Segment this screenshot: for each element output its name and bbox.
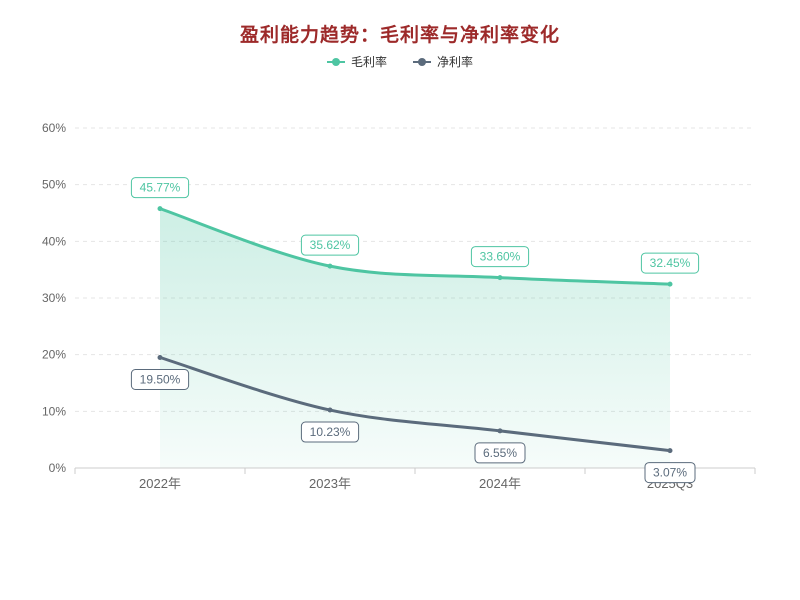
y-axis-label: 60% [42,121,66,135]
y-axis-label: 20% [42,348,66,362]
net-margin-data-point [157,355,163,360]
net-margin-data-point [667,448,673,454]
net-margin-data-label-text: 6.55% [483,446,517,460]
gross-margin-data-point [157,206,163,212]
gross-margin-data-label-box [130,177,190,199]
net-margin-data-point [327,407,333,413]
net-margin-data-label-text: 19.50% [140,373,181,387]
legend-item-net-margin[interactable]: 净利率 [413,53,473,70]
legend-label-gross-margin: 毛利率 [350,55,387,69]
gross-margin-data-label-box [470,246,530,268]
gross-margin-legend-marker-icon [326,57,345,66]
y-axis-label: 40% [42,234,66,248]
gross-margin-data-label-box [640,252,700,274]
y-axis-label: 0% [49,461,67,475]
gross-margin-data-label-text: 32.45% [650,256,691,270]
net-margin-line [158,356,672,453]
x-axis-label: 2024年 [479,476,521,491]
net-margin-data-point [497,428,503,434]
gross-margin-data-point [327,263,333,269]
gross-margin-data-point [497,275,503,281]
y-axis-label: 10% [42,404,66,418]
gross-margin-data-point [667,281,673,287]
legend-item-gross-margin[interactable]: 毛利率 [326,53,387,70]
gross-margin-data-label-box [300,234,360,256]
y-axis-label: 50% [42,178,66,192]
gross-margin-data-label-text: 45.77% [140,181,181,195]
x-axis-label: 2022年 [139,476,181,491]
legend: 毛利率 净利率 [0,53,800,70]
net-margin-data-label-text: 10.23% [310,425,351,439]
gross-margin-data-label-text: 35.62% [310,238,351,252]
gross-margin-area [160,208,670,469]
gross-margin-line [158,207,672,286]
gross-margin-legend-dot-icon [331,57,340,66]
legend-label-net-margin: 净利率 [437,55,474,69]
net-margin-data-label-text: 3.07% [653,466,687,480]
net-margin-data-label-box [300,421,360,443]
net-margin-data-label-box [130,369,190,390]
chart-title: 盈利能力趋势：毛利率与净利率变化 [239,25,560,46]
x-axis-label: 2023年 [309,476,351,491]
y-axis-label: 30% [42,291,66,305]
net-margin-legend-dot-icon [418,57,426,66]
gross-margin-data-label-text: 33.60% [480,250,521,264]
net-margin-data-label-box [474,442,526,464]
net-margin-data-label-box [644,462,696,484]
net-margin-legend-marker-icon [413,57,431,66]
